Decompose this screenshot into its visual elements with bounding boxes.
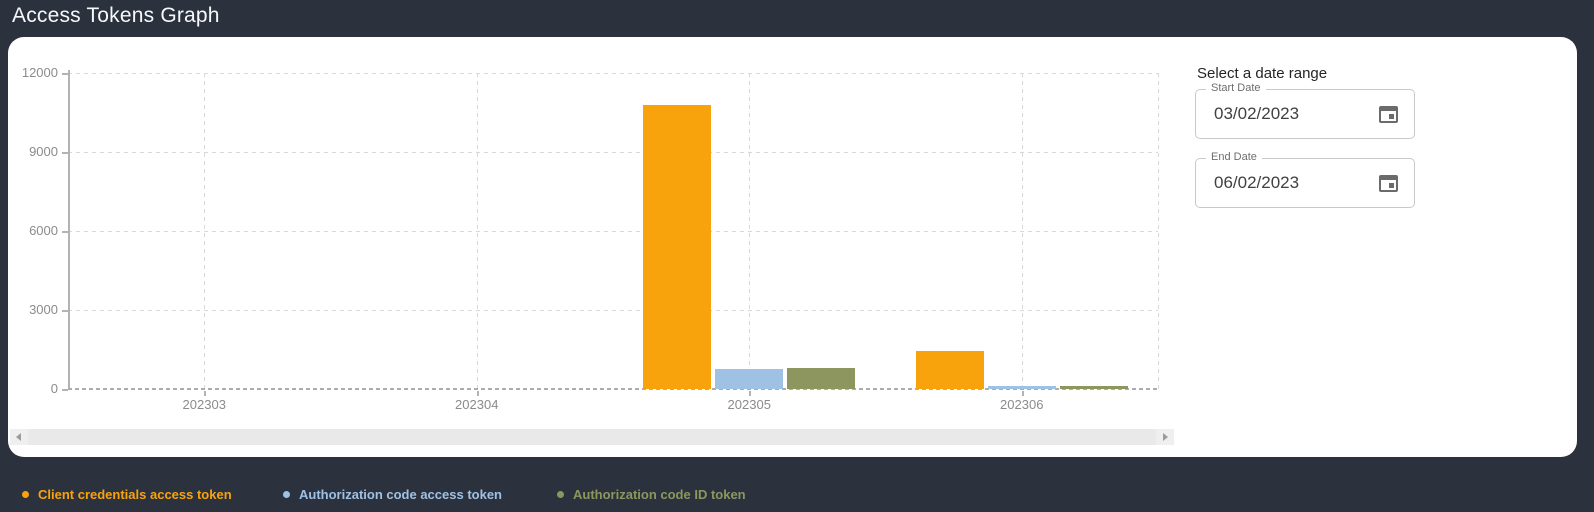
y-axis-tick [62, 73, 68, 75]
x-axis-tick [749, 391, 752, 396]
legend-bullet-icon [283, 490, 290, 498]
calendar-icon[interactable] [1379, 106, 1398, 123]
y-axis-label: 3000 [29, 302, 58, 317]
y-axis-label: 12000 [21, 65, 58, 80]
triangle-right-icon[interactable] [1163, 433, 1168, 441]
x-axis-line [68, 388, 1158, 390]
plot-right-gridline [1158, 73, 1159, 389]
chart-legend: Client credentials access token Authoriza… [0, 484, 1594, 504]
end-date-field[interactable]: End Date 06/02/2023 [1195, 151, 1415, 208]
chart-card: 0 3000 6000 9000 12000 202303 202304 202305 2023… [8, 37, 1577, 457]
bar-authorization-code-access-token[interactable] [987, 386, 1056, 389]
x-gridline [476, 73, 478, 389]
bar-client-credentials-access-token[interactable] [915, 351, 984, 389]
y-axis-label: 9000 [29, 144, 58, 159]
x-axis-tick [204, 391, 207, 396]
date-range-title: Select a date range [1197, 65, 1328, 82]
y-gridline [68, 310, 1158, 311]
legend-bullet-icon [22, 490, 29, 498]
legend-bullet-icon [557, 490, 564, 498]
x-axis-label: 202304 [455, 397, 499, 412]
y-axis-tick [62, 152, 68, 154]
calendar-icon[interactable] [1379, 175, 1398, 192]
y-axis-tick [62, 231, 68, 233]
bar-client-credentials-access-token[interactable] [643, 104, 712, 389]
y-gridline [68, 231, 1158, 232]
x-gridline [204, 73, 206, 389]
page-title: Access Tokens Graph [12, 4, 220, 27]
x-axis-tick [476, 391, 479, 396]
y-gridline [68, 73, 1158, 74]
x-axis-tick [1021, 391, 1024, 396]
end-date-value[interactable]: 06/02/2023 [1214, 173, 1300, 192]
legend-item[interactable]: Client credentials access token [22, 484, 232, 504]
start-date-field[interactable]: Start Date 03/02/2023 [1195, 82, 1415, 139]
x-axis-label: 202306 [1000, 397, 1044, 412]
x-gridline [1021, 73, 1023, 389]
bar-chart: 0 3000 6000 9000 12000 202303 202304 202305 2023… [8, 37, 1577, 457]
legend-item[interactable]: Authorization code ID token [557, 484, 746, 504]
start-date-label: Start Date [1206, 82, 1266, 94]
triangle-left-icon[interactable] [16, 433, 21, 441]
y-axis-label: 0 [50, 381, 58, 396]
chart-horizontal-scrollbar[interactable] [10, 429, 1174, 445]
start-date-value[interactable]: 03/02/2023 [1214, 104, 1300, 123]
legend-label: Authorization code access token [299, 486, 502, 502]
y-axis-label: 6000 [29, 223, 58, 238]
y-axis-tick [62, 310, 68, 312]
end-date-label: End Date [1206, 151, 1262, 163]
bar-authorization-code-access-token[interactable] [715, 369, 784, 389]
y-gridline [68, 152, 1158, 153]
legend-label: Client credentials access token [38, 486, 232, 502]
legend-item[interactable]: Authorization code access token [283, 484, 502, 504]
x-axis-label: 202305 [727, 397, 771, 412]
scrollbar-thumb[interactable] [28, 429, 1156, 445]
y-axis-line [68, 70, 70, 389]
legend-label: Authorization code ID token [573, 486, 746, 502]
x-gridline [749, 73, 751, 389]
y-axis-tick [62, 389, 68, 391]
x-axis-label: 202303 [182, 397, 226, 412]
bar-authorization-code-id-token[interactable] [787, 368, 856, 389]
bar-authorization-code-id-token[interactable] [1059, 385, 1128, 389]
